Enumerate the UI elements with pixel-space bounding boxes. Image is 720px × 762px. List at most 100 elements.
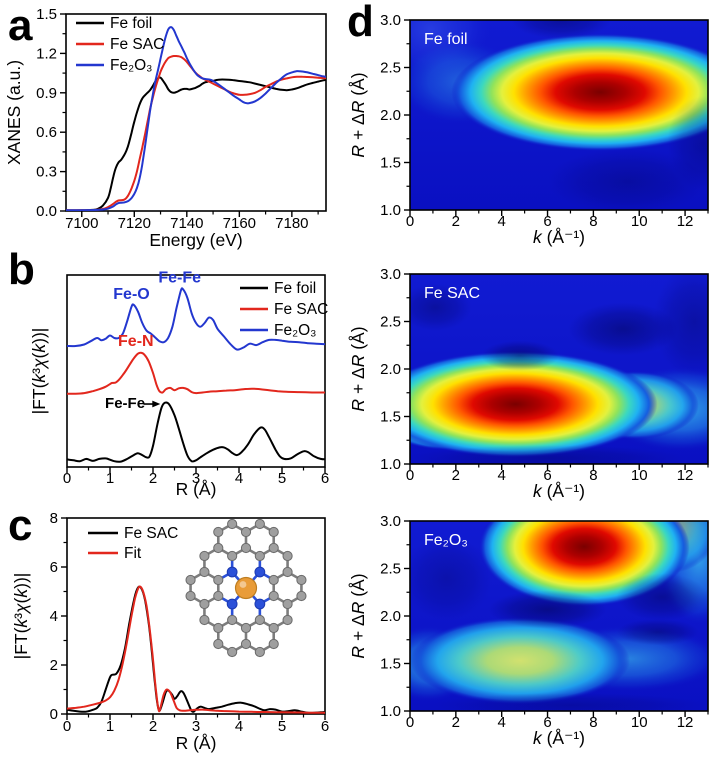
- carbon-atom: [296, 574, 307, 586]
- carbon-atom: [227, 614, 238, 626]
- panel-d-heatmap-fe-foil: 0 2 4 6 8 10 12 1.0 1.5 2.0 2.5 3.0 k (Å⁻¹) R + ΔR (Å…: [348, 12, 709, 247]
- svg-text:Fe₂O₃: Fe₂O₃: [274, 322, 316, 339]
- panel-letter-b: b: [8, 245, 35, 294]
- svg-text:2: 2: [452, 467, 460, 484]
- svg-text:0.6: 0.6: [36, 124, 57, 141]
- carbon-atom: [268, 590, 279, 602]
- svg-text:|FT(k³χ(k))|: |FT(k³χ(k))|: [29, 328, 49, 415]
- carbon-atom: [268, 526, 279, 538]
- carbon-atom: [213, 542, 224, 554]
- svg-text:Fit: Fit: [124, 545, 142, 562]
- carbon-atom: [282, 598, 293, 610]
- carbon-atom: [185, 574, 196, 586]
- svg-text:1.0: 1.0: [380, 202, 401, 219]
- svg-text:Fe₂O₃: Fe₂O₃: [424, 532, 468, 549]
- carbon-atom: [282, 550, 293, 562]
- svg-text:1: 1: [106, 470, 114, 487]
- carbon-atom: [268, 542, 279, 554]
- nitrogen-atom: [226, 598, 238, 610]
- svg-text:6: 6: [321, 718, 329, 735]
- panel-c-fit-chart: 0 1 2 3 4 5 6 0 2 4 6 8 R (Å) |FT(k³χ(k))| Fe SAC Fit: [11, 510, 329, 753]
- svg-text:Fe₂O₃: Fe₂O₃: [110, 57, 152, 74]
- svg-text:2: 2: [149, 470, 157, 487]
- svg-text:6: 6: [543, 467, 551, 484]
- svg-text:0: 0: [406, 714, 414, 731]
- svg-text:0.9: 0.9: [36, 85, 57, 102]
- iron-atom: [234, 576, 258, 600]
- svg-text:6: 6: [321, 470, 329, 487]
- svg-text:10: 10: [631, 467, 648, 484]
- svg-text:R + ΔR (Å): R + ΔR (Å): [348, 573, 368, 658]
- svg-text:8: 8: [589, 467, 597, 484]
- carbon-atom: [213, 638, 224, 650]
- carbon-atom: [296, 590, 307, 602]
- carbon-atom: [282, 566, 293, 578]
- carbon-atom: [268, 622, 279, 634]
- svg-text:7160: 7160: [223, 215, 256, 232]
- svg-text:3: 3: [192, 718, 200, 735]
- svg-text:0: 0: [50, 706, 58, 723]
- svg-text:2.0: 2.0: [380, 107, 401, 124]
- svg-text:Fe-N: Fe-N: [118, 333, 154, 350]
- svg-text:12: 12: [677, 467, 694, 484]
- svg-text:0.3: 0.3: [36, 164, 57, 181]
- panel-letter-a: a: [8, 1, 33, 50]
- carbon-atom: [268, 574, 279, 586]
- carbon-atom: [254, 614, 265, 626]
- svg-text:3: 3: [192, 470, 200, 487]
- svg-text:R (Å): R (Å): [176, 479, 217, 499]
- carbon-atom: [254, 550, 265, 562]
- iron-atom-highlight: [239, 581, 247, 588]
- carbon-atom: [240, 542, 252, 554]
- carbon-atom: [213, 622, 224, 634]
- svg-text:5: 5: [278, 470, 286, 487]
- svg-text:2: 2: [50, 657, 58, 674]
- svg-text:5: 5: [278, 718, 286, 735]
- svg-text:12: 12: [677, 714, 694, 731]
- svg-text:1.5: 1.5: [380, 409, 401, 426]
- svg-text:2.5: 2.5: [380, 60, 401, 77]
- nitrogen-atom: [254, 598, 266, 610]
- carbon-atom: [254, 646, 265, 658]
- svg-text:4: 4: [498, 213, 506, 230]
- panel-d-heatmap-fe-sac: 0 2 4 6 8 10 12 1.0 1.5 2.0 2.5 3.0 k (Å⁻¹) R + ΔR (Å…: [348, 266, 709, 501]
- svg-text:Energy (eV): Energy (eV): [149, 230, 242, 250]
- svg-text:Fe foil: Fe foil: [424, 31, 468, 48]
- svg-text:Fe-Fe: Fe-Fe: [158, 269, 201, 286]
- svg-text:8: 8: [589, 714, 597, 731]
- carbon-atom: [227, 518, 238, 530]
- svg-text:1.2: 1.2: [36, 45, 57, 62]
- carbon-atom: [282, 614, 293, 626]
- svg-text:3.0: 3.0: [380, 513, 401, 530]
- svg-text:Fe SAC: Fe SAC: [424, 285, 480, 302]
- carbon-atom: [199, 550, 210, 562]
- svg-text:3.0: 3.0: [380, 266, 401, 283]
- svg-text:Fe-O: Fe-O: [113, 286, 149, 303]
- carbon-atom: [199, 614, 210, 626]
- svg-text:6: 6: [543, 213, 551, 230]
- svg-text:1.0: 1.0: [380, 456, 401, 473]
- svg-text:0: 0: [63, 470, 71, 487]
- panel-a-xanes-chart: 7100 7120 7140 7160 7180 0.0 0.3 0.6 0.9 1.2 1.5 En…: [4, 6, 327, 250]
- svg-text:7100: 7100: [65, 215, 98, 232]
- svg-text:Fe foil: Fe foil: [110, 15, 152, 32]
- carbon-atom: [254, 518, 265, 530]
- svg-text:6: 6: [50, 559, 58, 576]
- carbon-atom: [213, 590, 224, 602]
- carbon-atom: [240, 622, 252, 634]
- panel-b-exafs-chart: 0 1 2 3 4 5 6 R (Å) |FT(k³χ(k))| Fe foil Fe SAC Fe₂…: [29, 269, 329, 499]
- carbon-atom: [199, 598, 210, 610]
- svg-text:2.5: 2.5: [380, 314, 401, 331]
- svg-text:k (Å⁻¹): k (Å⁻¹): [533, 227, 585, 247]
- svg-text:R + ΔR (Å): R + ΔR (Å): [348, 326, 368, 411]
- svg-text:0: 0: [406, 213, 414, 230]
- svg-text:2.0: 2.0: [380, 608, 401, 625]
- svg-text:8: 8: [589, 213, 597, 230]
- svg-text:2.0: 2.0: [380, 361, 401, 378]
- svg-text:XANES (a.u.): XANES (a.u.): [4, 60, 24, 165]
- svg-text:4: 4: [235, 470, 243, 487]
- svg-text:1: 1: [106, 718, 114, 735]
- carbon-atom: [268, 638, 279, 650]
- svg-text:3.0: 3.0: [380, 12, 401, 29]
